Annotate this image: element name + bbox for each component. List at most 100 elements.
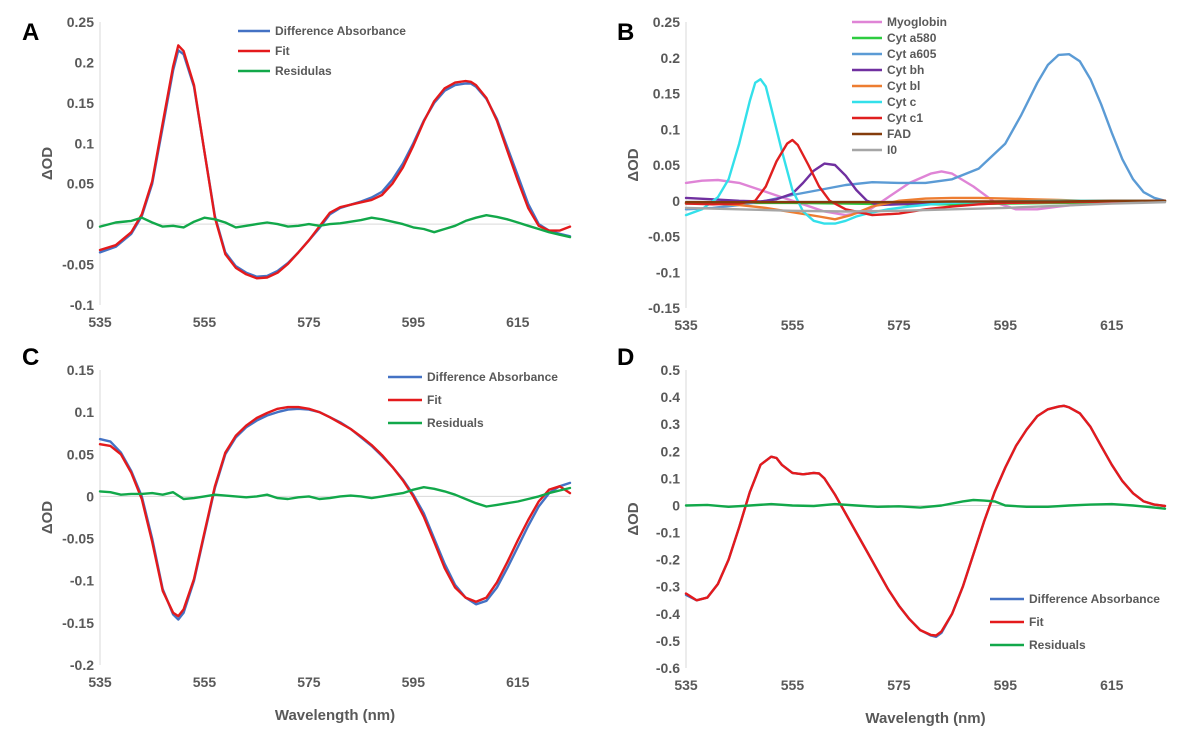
series-line xyxy=(98,213,572,239)
y-tick-label: 0 xyxy=(672,193,680,209)
y-tick-label: -0.6 xyxy=(656,660,680,676)
panel-letter: D xyxy=(617,344,634,371)
y-tick-label: 0.2 xyxy=(661,50,681,66)
legend: Difference Absorbance Fit Residuals xyxy=(388,370,558,430)
x-tick-label: 595 xyxy=(994,317,1018,333)
y-tick-label: 0.5 xyxy=(661,362,681,378)
legend-label: Cyt c xyxy=(887,95,917,109)
series-line xyxy=(684,53,1167,211)
y-tick-label: -0.5 xyxy=(656,633,680,649)
y-tick-label: 0.1 xyxy=(661,121,681,137)
x-tick-label: 615 xyxy=(506,674,530,690)
y-tick-label: 0.15 xyxy=(653,86,680,102)
y-tick-label: 0.4 xyxy=(661,389,681,405)
panel-C: C -0.2 -0.15 -0.1 -0.05 0 0.05 0.1 0.15 535 555 575… xyxy=(22,344,572,724)
panel-letter: A xyxy=(22,19,39,46)
legend-label: Residuals xyxy=(427,416,484,430)
legend-label: Cyt bl xyxy=(887,79,920,93)
x-tick-label: 595 xyxy=(402,314,426,330)
series-line xyxy=(98,486,572,508)
series-line xyxy=(684,200,1167,213)
legend-label: Difference Absorbance xyxy=(1029,592,1160,606)
y-tick-label: -0.1 xyxy=(656,264,680,280)
legend-label: Cyt a580 xyxy=(887,31,937,45)
y-axis-title: ΔOD xyxy=(625,148,642,181)
y-tick-label: 0.2 xyxy=(661,443,681,459)
y-tick-label: -0.05 xyxy=(62,257,94,273)
y-tick-label: 0 xyxy=(86,488,94,504)
legend-label: Residuals xyxy=(1029,638,1086,652)
y-tick-label: 0.15 xyxy=(67,362,94,378)
y-tick-label: -0.15 xyxy=(62,615,94,631)
panel-letter: B xyxy=(617,19,634,46)
legend-label: Fit xyxy=(427,393,442,407)
series-line xyxy=(684,138,1167,217)
legend-label: Difference Absorbance xyxy=(275,24,406,38)
legend-label: Fit xyxy=(275,44,290,58)
legend-label: I0 xyxy=(887,143,897,157)
y-axis-title: ΔOD xyxy=(39,501,56,534)
x-axis-title: Wavelength (nm) xyxy=(865,710,985,727)
y-tick-label: 0.3 xyxy=(661,416,681,432)
y-tick-label: 0.25 xyxy=(67,14,94,30)
panel-B: B -0.15 -0.1 -0.05 0 0.05 0.1 0.15 0.2 0.25 535 555… xyxy=(617,14,1167,333)
x-tick-label: 555 xyxy=(193,314,217,330)
x-tick-label: 595 xyxy=(402,674,426,690)
series-line xyxy=(98,44,572,280)
y-tick-label: 0.1 xyxy=(661,470,681,486)
x-tick-label: 575 xyxy=(887,317,911,333)
x-tick-label: 535 xyxy=(674,317,698,333)
legend-label: Myoglobin xyxy=(887,15,947,29)
x-tick-label: 595 xyxy=(994,677,1018,693)
y-tick-label: 0.05 xyxy=(67,446,94,462)
y-tick-label: 0 xyxy=(86,216,94,232)
legend: Difference Absorbance Fit Residuals xyxy=(990,592,1160,652)
legend-label: Fit xyxy=(1029,615,1044,629)
y-tick-label: -0.4 xyxy=(656,606,680,622)
y-tick-label: -0.1 xyxy=(70,573,94,589)
series-line xyxy=(684,199,1167,204)
x-tick-label: 575 xyxy=(887,677,911,693)
panel-letter: C xyxy=(22,344,39,371)
y-tick-label: -0.05 xyxy=(648,229,680,245)
legend-label: Residulas xyxy=(275,64,332,78)
legend-label: Cyt bh xyxy=(887,63,924,77)
y-axis-title: ΔOD xyxy=(625,502,642,535)
x-tick-label: 535 xyxy=(88,674,112,690)
legend-label: Cyt a605 xyxy=(887,47,937,61)
y-tick-label: -0.2 xyxy=(656,552,680,568)
y-tick-label: 0.2 xyxy=(75,54,95,70)
series-line xyxy=(98,407,572,621)
y-tick-label: -0.1 xyxy=(70,297,94,313)
x-tick-label: 535 xyxy=(88,314,112,330)
y-tick-label: 0.25 xyxy=(653,14,680,30)
x-tick-label: 575 xyxy=(297,674,321,690)
series-line xyxy=(684,498,1167,510)
y-tick-label: 0.05 xyxy=(653,157,680,173)
x-tick-label: 555 xyxy=(781,317,805,333)
panel-D: D -0.6 -0.5 -0.4 -0.3 -0.2 -0.1 0 0.1 0.2 0.3 0.4 0.… xyxy=(617,344,1167,727)
y-tick-label: -0.1 xyxy=(656,525,680,541)
x-tick-label: 575 xyxy=(297,314,321,330)
y-tick-label: 0.1 xyxy=(75,404,95,420)
x-tick-label: 555 xyxy=(193,674,217,690)
x-tick-label: 615 xyxy=(1100,317,1124,333)
x-tick-label: 615 xyxy=(506,314,530,330)
legend: Myoglobin Cyt a580 Cyt a605 Cyt bh Cyt bl Cyt… xyxy=(852,15,947,157)
y-tick-label: -0.2 xyxy=(70,657,94,673)
panel-A: A -0.1 -0.05 0 0.05 0.1 0.15 0.2 0.25 535 555 575 59… xyxy=(22,14,572,330)
legend-label: Difference Absorbance xyxy=(427,370,558,384)
y-tick-label: 0 xyxy=(672,497,680,513)
legend: Difference Absorbance Fit Residulas xyxy=(238,24,406,78)
y-tick-label: 0.05 xyxy=(67,176,94,192)
y-tick-label: -0.15 xyxy=(648,300,680,316)
y-tick-label: -0.05 xyxy=(62,531,94,547)
x-axis-title: Wavelength (nm) xyxy=(275,707,395,724)
series-line xyxy=(684,404,1167,637)
legend-label: FAD xyxy=(887,127,911,141)
series-line xyxy=(98,405,572,618)
y-tick-label: 0.15 xyxy=(67,95,94,111)
x-tick-label: 615 xyxy=(1100,677,1124,693)
y-axis-title: ΔOD xyxy=(39,147,56,180)
